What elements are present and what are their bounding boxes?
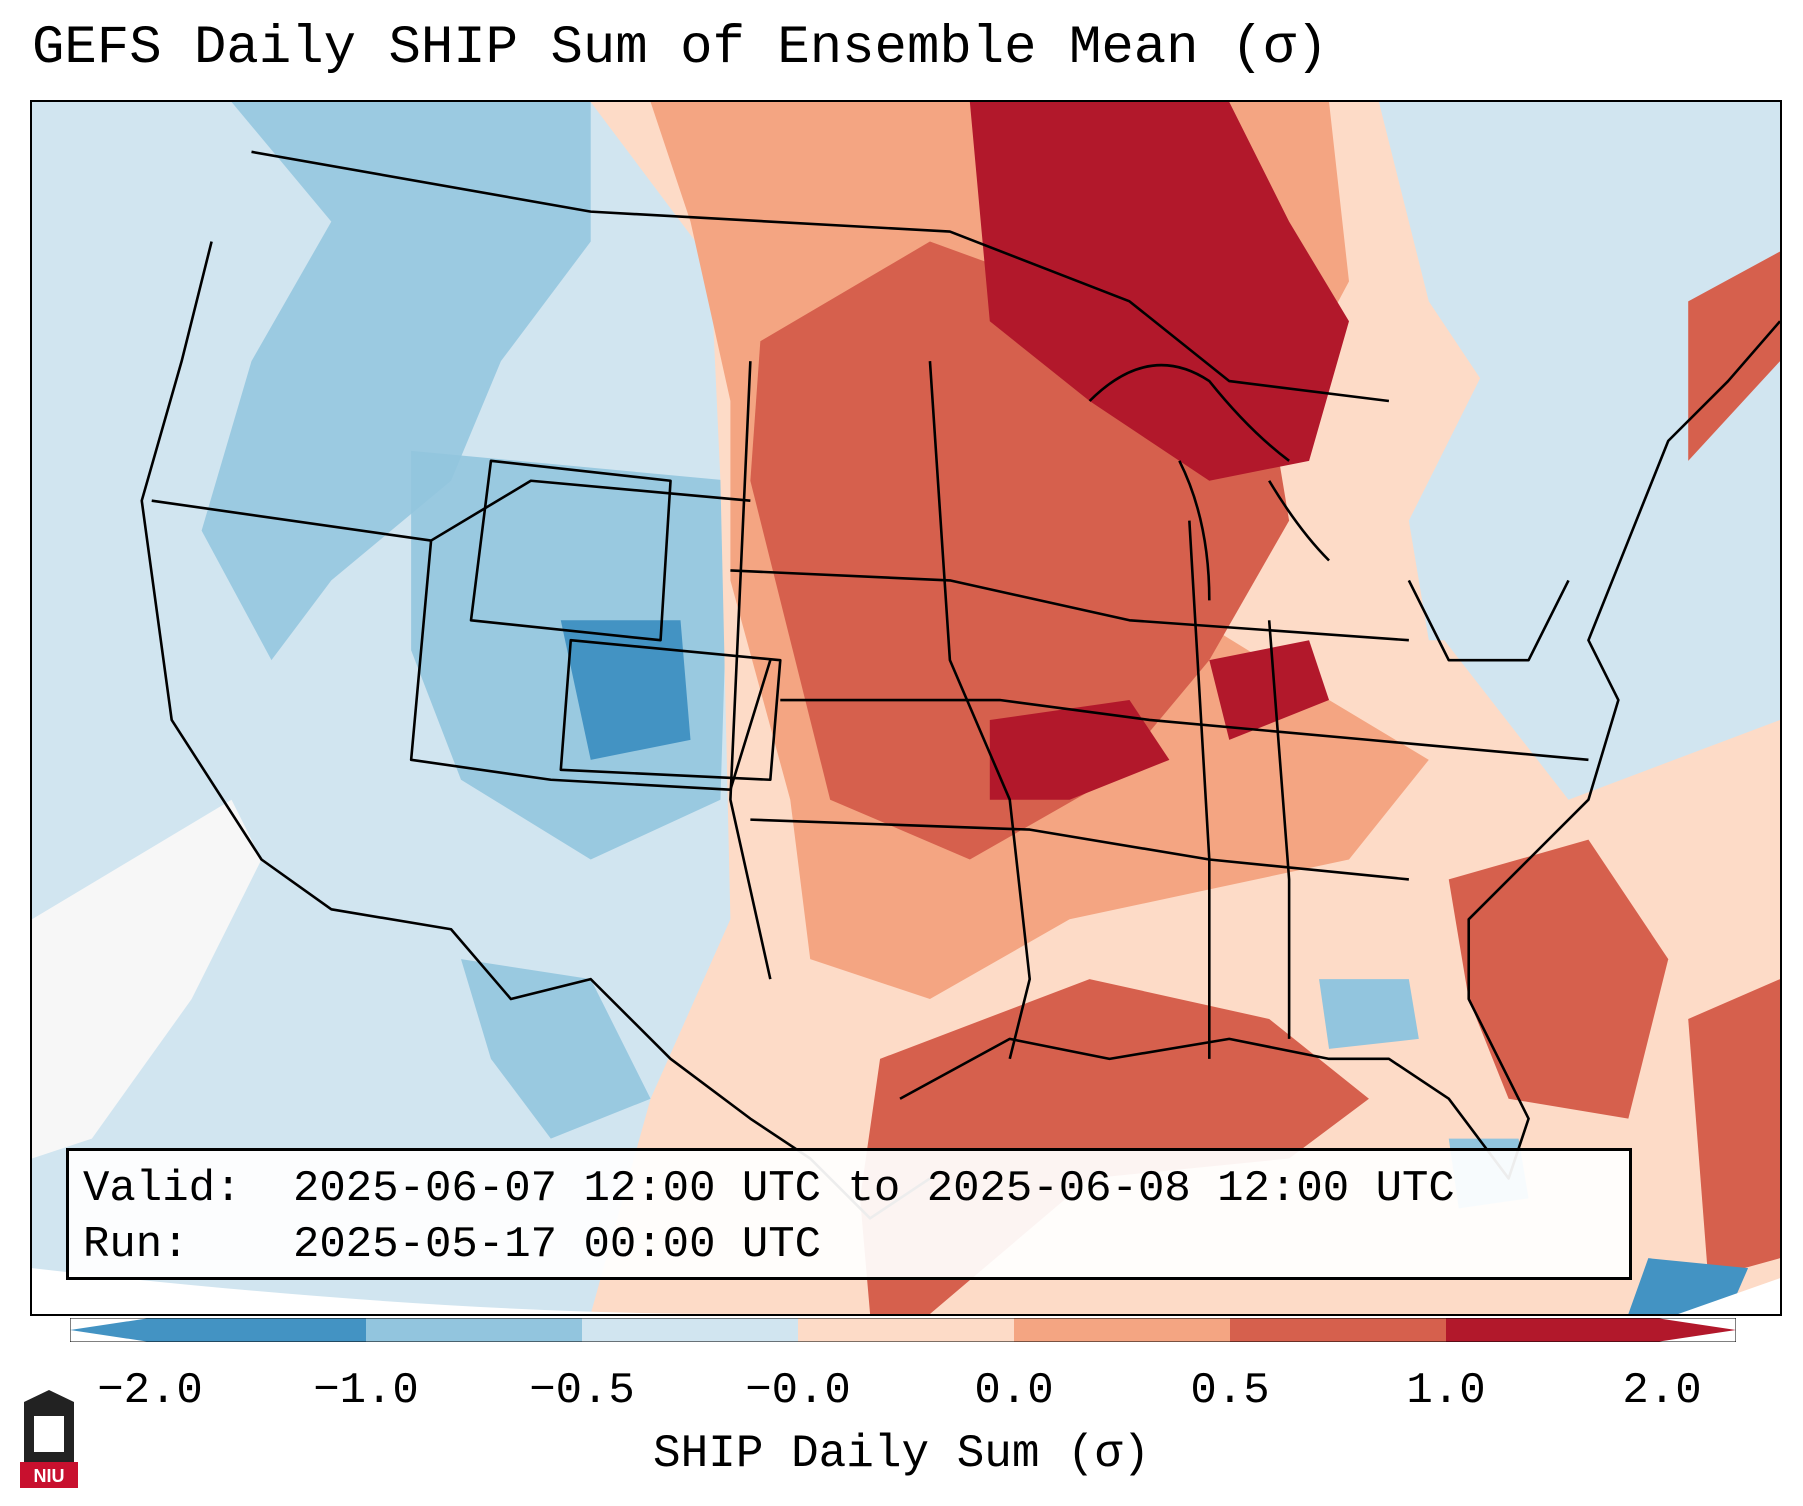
valid-run-box: Valid: 2025-06-07 12:00 UTC to 2025-06-08… bbox=[66, 1148, 1632, 1280]
northeast-neutral-blue bbox=[1378, 102, 1780, 641]
caribbean-positive bbox=[1688, 979, 1780, 1279]
colorbar-segment-7 bbox=[1446, 1318, 1656, 1342]
maine-positive bbox=[1688, 251, 1780, 461]
valid-label: Valid: bbox=[83, 1164, 242, 1214]
mexico-negative-area bbox=[461, 959, 651, 1139]
lake-michigan-shore bbox=[1178, 460, 1211, 601]
valid-line: Valid: 2025-06-07 12:00 UTC to 2025-06-08… bbox=[83, 1161, 1615, 1217]
missouri-max bbox=[989, 700, 1170, 800]
colorbar bbox=[70, 1318, 1736, 1342]
illinois-mississippi-line bbox=[1188, 520, 1211, 1059]
kentucky-max bbox=[1209, 640, 1330, 740]
colorbar-segment-1 bbox=[150, 1318, 366, 1342]
colorbar-left-arrow bbox=[70, 1318, 150, 1342]
map-panel bbox=[30, 100, 1782, 1316]
map-svg bbox=[32, 102, 1780, 1314]
tick-label: −0.0 bbox=[745, 1366, 851, 1416]
colorbar-segment-6 bbox=[1230, 1318, 1446, 1342]
georgia-negative bbox=[1319, 979, 1419, 1049]
logo-text: NIU bbox=[34, 1466, 65, 1486]
wyoming-outline bbox=[469, 459, 672, 642]
niu-logo-icon: NIU bbox=[20, 1390, 78, 1488]
run-value: 2025-05-17 00:00 UTC bbox=[293, 1220, 822, 1270]
canada-us-border bbox=[251, 150, 1390, 403]
plains-west-line bbox=[729, 361, 772, 980]
lake-superior-shore bbox=[1088, 363, 1290, 462]
pacific-neutral-area bbox=[32, 799, 262, 1159]
tick-label: −2.0 bbox=[97, 1366, 203, 1416]
tick-label: 0.5 bbox=[1190, 1366, 1270, 1416]
colorbar-segment-3 bbox=[582, 1318, 798, 1342]
great-lakes-max bbox=[969, 102, 1349, 481]
logo-roof bbox=[24, 1390, 74, 1402]
missouri-river-line bbox=[928, 361, 1032, 1060]
tick-label: −0.5 bbox=[529, 1366, 635, 1416]
atlantic-positive-strong bbox=[1448, 839, 1669, 1119]
tick-label: 1.0 bbox=[1406, 1366, 1486, 1416]
colorbar-ticks: −2.0 −1.0 −0.5 −0.0 0.0 0.5 1.0 2.0 bbox=[0, 1366, 1803, 1416]
logo-banner bbox=[20, 1462, 78, 1488]
tick-label: −1.0 bbox=[313, 1366, 419, 1416]
valid-value: 2025-06-07 12:00 UTC to 2025-06-08 12:00… bbox=[293, 1164, 1455, 1214]
colorbar-label: SHIP Daily Sum (σ) bbox=[653, 1428, 1150, 1480]
kansas-missouri-line bbox=[780, 698, 1589, 762]
run-line: Run: 2025-05-17 00:00 UTC bbox=[83, 1217, 1615, 1273]
logo-window bbox=[34, 1416, 64, 1452]
colorbar-segment-2 bbox=[366, 1318, 582, 1342]
colorbar-right-arrow bbox=[1656, 1318, 1736, 1342]
lake-huron-shore bbox=[1268, 480, 1330, 562]
colorbar-segment-4 bbox=[798, 1318, 1014, 1342]
tick-label: 0.0 bbox=[974, 1366, 1054, 1416]
tick-label: 2.0 bbox=[1622, 1366, 1702, 1416]
colorbar-segment-5 bbox=[1014, 1318, 1230, 1342]
oregon-idaho-line bbox=[151, 479, 751, 542]
colorado-outline bbox=[559, 638, 782, 782]
oklahoma-tennessee-line bbox=[750, 818, 1409, 881]
nevada-utah-line bbox=[409, 540, 772, 792]
gulf-atlantic-coast bbox=[899, 320, 1780, 1180]
chart-title: GEFS Daily SHIP Sum of Ensemble Mean (σ) bbox=[32, 18, 1329, 79]
colorado-strong-negative bbox=[560, 620, 691, 760]
run-label: Run: bbox=[83, 1220, 189, 1270]
projection-edge-left bbox=[32, 1268, 731, 1314]
indiana-alabama-line bbox=[1267, 620, 1291, 1039]
pennsylvania-line bbox=[1407, 579, 1570, 662]
